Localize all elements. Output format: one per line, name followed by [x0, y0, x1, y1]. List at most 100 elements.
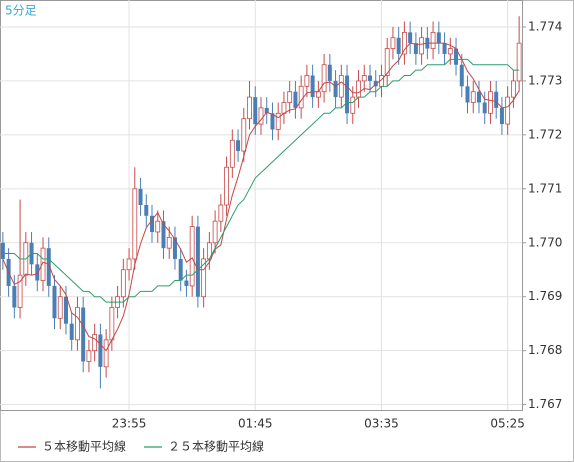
y-tick-label: 1.769 — [528, 289, 562, 303]
candle-body — [253, 97, 258, 125]
candle-body — [103, 339, 109, 368]
candle-body — [408, 32, 413, 44]
candle-body — [172, 237, 177, 259]
candle-body — [350, 96, 356, 114]
candle-body — [488, 91, 493, 114]
candle-body — [81, 307, 86, 362]
candle-body — [236, 140, 241, 152]
x-tick-label: 03:35 — [364, 417, 399, 431]
candle-body — [224, 166, 229, 206]
candle-body — [57, 296, 63, 319]
candle-body — [454, 48, 459, 65]
candle-body — [396, 37, 401, 54]
candle-body — [184, 280, 189, 286]
candle-body — [361, 75, 367, 82]
candle-body — [241, 118, 247, 152]
x-tick-label: 05:25 — [490, 417, 525, 431]
candle-body — [218, 204, 224, 222]
candle-body — [189, 226, 195, 287]
candle-body — [327, 64, 332, 81]
candle-body — [35, 264, 40, 281]
legend-label: ２５本移動平均線 — [168, 439, 264, 454]
candle-body — [419, 37, 425, 55]
candle-body — [75, 307, 80, 341]
candle-body — [17, 274, 23, 308]
candle-body — [430, 31, 436, 49]
candle-body — [178, 258, 183, 281]
candle-body — [161, 221, 166, 249]
legend-label: ５本移動平均線 — [42, 439, 126, 454]
candle-body — [304, 75, 310, 87]
candle-body — [258, 107, 264, 125]
candle-body — [390, 37, 396, 49]
candle-body — [298, 85, 304, 109]
y-tick-label: 1.770 — [528, 235, 562, 249]
candle-body — [270, 113, 275, 130]
y-tick-label: 1.772 — [528, 127, 562, 141]
plot-area — [0, 0, 523, 411]
candle-body — [69, 323, 74, 340]
candle-body — [516, 42, 522, 82]
candle-body — [287, 91, 293, 103]
candle-body — [86, 350, 92, 362]
candle-body — [459, 64, 464, 87]
ma-line — [2, 58, 520, 303]
candle-body — [384, 48, 390, 76]
candle-body — [63, 296, 68, 324]
candle-body — [333, 80, 338, 98]
candle-body — [40, 247, 46, 281]
y-tick-label: 1.773 — [528, 73, 562, 87]
candle-body — [98, 334, 103, 367]
candle-body — [212, 220, 218, 244]
candle-body — [315, 91, 321, 98]
candle-body — [310, 75, 315, 98]
candle-body — [0, 242, 5, 259]
y-tick-label: 1.771 — [528, 181, 562, 195]
candle-body — [510, 80, 516, 98]
candle-body — [465, 86, 470, 103]
candle-body — [494, 91, 499, 108]
candle-body — [109, 307, 115, 341]
candle-body — [132, 188, 138, 260]
y-tick-label: 1.774 — [528, 19, 562, 33]
x-tick-label: 23:55 — [112, 417, 147, 431]
candle-body — [402, 31, 407, 55]
candle-body — [155, 220, 161, 233]
candle-body — [92, 334, 98, 352]
candle-body — [264, 107, 269, 114]
candle-body — [293, 91, 298, 108]
candle-body — [345, 75, 350, 114]
candle-body — [275, 112, 281, 130]
candle-body — [367, 75, 372, 81]
candle-body — [46, 248, 51, 286]
ma-line — [2, 42, 520, 352]
chart-title: 5分足 — [5, 4, 37, 18]
candle-body — [413, 43, 418, 54]
candle-body — [229, 139, 235, 168]
candle-body — [144, 205, 149, 216]
candle-body — [442, 43, 447, 54]
candle-body — [436, 32, 441, 44]
y-tick-label: 1.768 — [528, 343, 562, 357]
candle-body — [356, 80, 361, 98]
candle-body — [126, 258, 132, 271]
candle-body — [166, 236, 172, 249]
candle-body — [138, 188, 143, 205]
candle-body — [482, 102, 487, 114]
candle-body — [281, 102, 287, 114]
candle-body — [499, 107, 504, 125]
candle-body — [247, 96, 252, 120]
candle-body — [201, 258, 207, 298]
x-tick-label: 01:45 — [238, 417, 273, 431]
candle-body — [447, 48, 453, 55]
candle-body — [52, 285, 57, 319]
candle-body — [321, 64, 327, 93]
candle-body — [470, 91, 476, 103]
candle-body — [150, 215, 155, 232]
candle-body — [120, 269, 126, 298]
candle-body — [195, 226, 200, 297]
y-tick-label: 1.767 — [528, 397, 562, 411]
candle-body — [505, 96, 511, 125]
